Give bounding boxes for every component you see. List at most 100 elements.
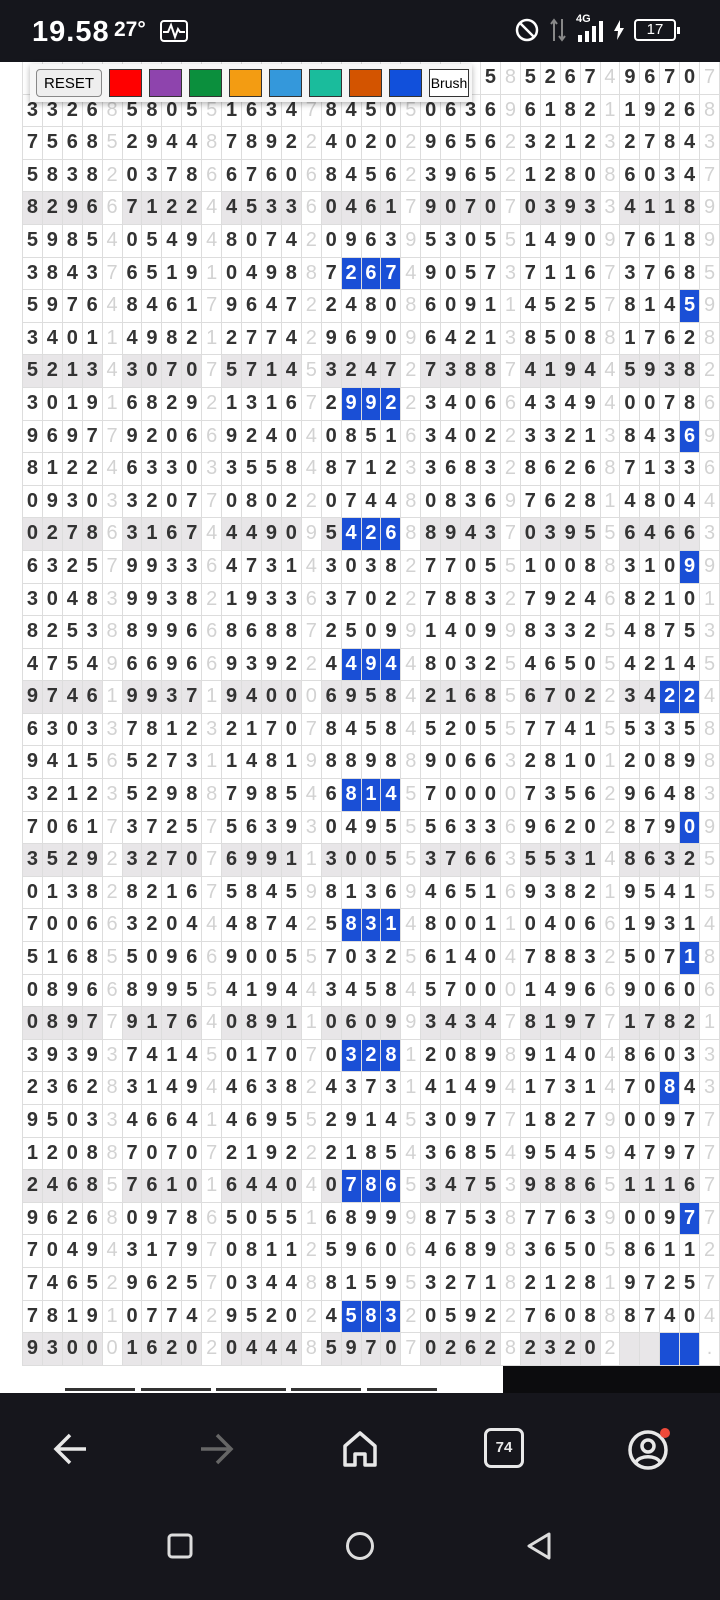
grid-cell[interactable]: 4: [202, 224, 223, 258]
grid-cell[interactable]: 9: [700, 811, 720, 845]
grid-cell[interactable]: 0: [42, 583, 63, 617]
grid-cell[interactable]: 5: [560, 648, 581, 682]
grid-cell[interactable]: 0: [321, 1007, 342, 1040]
grid-cell[interactable]: 3: [142, 159, 163, 193]
grid-cell[interactable]: 6: [441, 811, 462, 845]
grid-cell[interactable]: 3: [361, 876, 382, 910]
grid-cell[interactable]: 9: [441, 518, 462, 551]
grid-cell[interactable]: 2: [660, 94, 681, 128]
grid-cell[interactable]: 3: [481, 811, 501, 845]
grid-cell[interactable]: 6: [620, 518, 641, 551]
grid-cell[interactable]: 0: [580, 159, 601, 193]
grid-cell[interactable]: 7: [341, 485, 362, 519]
grid-cell[interactable]: 2: [102, 876, 123, 910]
grid-cell[interactable]: 1: [620, 909, 641, 943]
grid-cell[interactable]: 8: [461, 1039, 482, 1073]
grid-cell[interactable]: 7: [600, 257, 621, 291]
grid-cell[interactable]: 5: [481, 1137, 501, 1171]
grid-cell[interactable]: 7: [162, 746, 183, 780]
grid-cell[interactable]: 3: [341, 1039, 362, 1073]
grid-cell[interactable]: 2: [42, 616, 63, 649]
grid-cell[interactable]: 6: [640, 1235, 661, 1268]
grid-cell[interactable]: 6: [540, 811, 561, 845]
grid-cell[interactable]: 9: [341, 1105, 362, 1138]
grid-cell[interactable]: 2: [361, 1039, 382, 1073]
grid-cell[interactable]: 1: [381, 192, 402, 225]
grid-cell[interactable]: 7: [520, 583, 541, 617]
grid-cell[interactable]: 1: [242, 1039, 262, 1073]
grid-cell[interactable]: 5: [242, 192, 262, 225]
grid-cell[interactable]: 7: [640, 322, 661, 356]
grid-cell[interactable]: 9: [122, 583, 143, 617]
grid-cell[interactable]: 2: [560, 1267, 581, 1301]
grid-cell[interactable]: 0: [640, 974, 661, 1008]
grid-cell[interactable]: 9: [700, 192, 720, 225]
grid-cell[interactable]: 5: [481, 224, 501, 258]
grid-cell[interactable]: 5: [381, 811, 402, 845]
grid-cell[interactable]: 3: [660, 453, 681, 486]
grid-cell[interactable]: 3: [122, 1235, 143, 1268]
grid-cell[interactable]: 6: [421, 942, 442, 975]
grid-cell[interactable]: 4: [341, 290, 362, 323]
grid-cell[interactable]: 3: [321, 355, 342, 388]
grid-cell[interactable]: 4: [620, 485, 641, 519]
grid-cell[interactable]: 9: [660, 1202, 681, 1236]
grid-cell[interactable]: 9: [242, 583, 262, 617]
grid-cell[interactable]: 3: [580, 942, 601, 975]
grid-cell[interactable]: 3: [242, 387, 262, 421]
grid-cell[interactable]: 7: [640, 1300, 661, 1334]
grid-cell[interactable]: 8: [441, 583, 462, 617]
grid-cell[interactable]: 8: [401, 485, 422, 519]
grid-cell[interactable]: 8: [560, 94, 581, 128]
grid-cell[interactable]: 6: [520, 94, 541, 128]
grid-cell[interactable]: 4: [321, 1300, 342, 1334]
grid-cell[interactable]: 7: [162, 1300, 183, 1334]
tab-indicator[interactable]: [65, 1388, 135, 1391]
grid-cell[interactable]: 2: [600, 681, 621, 714]
grid-cell[interactable]: 7: [23, 909, 43, 943]
grid-cell[interactable]: 2: [560, 583, 581, 617]
grid-cell[interactable]: 8: [62, 224, 83, 258]
grid-cell[interactable]: 0: [222, 1333, 243, 1366]
grid-cell[interactable]: 3: [700, 1072, 720, 1105]
grid-cell[interactable]: 4: [660, 290, 681, 323]
color-swatch-8[interactable]: [389, 69, 423, 97]
system-back-icon[interactable]: [525, 1531, 553, 1561]
grid-cell[interactable]: 6: [680, 1170, 701, 1203]
grid-cell[interactable]: 0: [281, 681, 302, 714]
grid-cell[interactable]: 9: [242, 844, 262, 877]
grid-cell[interactable]: 6: [461, 681, 482, 714]
grid-cell[interactable]: 2: [381, 942, 402, 975]
grid-cell[interactable]: 1: [162, 713, 183, 747]
grid-cell[interactable]: 7: [162, 1235, 183, 1268]
grid-cell[interactable]: 6: [580, 257, 601, 291]
grid-cell[interactable]: 9: [162, 942, 183, 975]
grid-cell[interactable]: 3: [242, 648, 262, 682]
grid-cell[interactable]: 1: [580, 1072, 601, 1105]
grid-cell[interactable]: 4: [381, 1105, 402, 1138]
grid-cell[interactable]: 6: [461, 844, 482, 877]
grid-cell[interactable]: 7: [102, 257, 123, 291]
grid-cell[interactable]: 4: [42, 1170, 63, 1203]
grid-cell[interactable]: 0: [421, 94, 442, 128]
grid-cell[interactable]: 4: [42, 322, 63, 356]
grid-cell[interactable]: 6: [700, 453, 720, 486]
grid-cell[interactable]: 7: [202, 485, 223, 519]
grid-cell[interactable]: 0: [441, 1039, 462, 1073]
grid-cell[interactable]: 8: [700, 942, 720, 975]
grid-cell[interactable]: 1: [620, 1007, 641, 1040]
grid-cell[interactable]: 1: [281, 844, 302, 877]
grid-cell[interactable]: 7: [202, 811, 223, 845]
grid-cell[interactable]: 3: [461, 485, 482, 519]
grid-cell[interactable]: 4: [261, 1170, 282, 1203]
grid-cell[interactable]: 4: [182, 127, 203, 160]
grid-cell[interactable]: 4: [321, 127, 342, 160]
grid-cell[interactable]: 9: [461, 1300, 482, 1334]
grid-cell[interactable]: 8: [620, 1235, 641, 1268]
grid-cell[interactable]: 5: [182, 974, 203, 1008]
grid-cell[interactable]: 6: [122, 648, 143, 682]
grid-cell[interactable]: 2: [401, 159, 422, 193]
grid-cell[interactable]: 0: [640, 159, 661, 193]
grid-cell[interactable]: 0: [23, 485, 43, 519]
grid-cell[interactable]: 9: [182, 387, 203, 421]
